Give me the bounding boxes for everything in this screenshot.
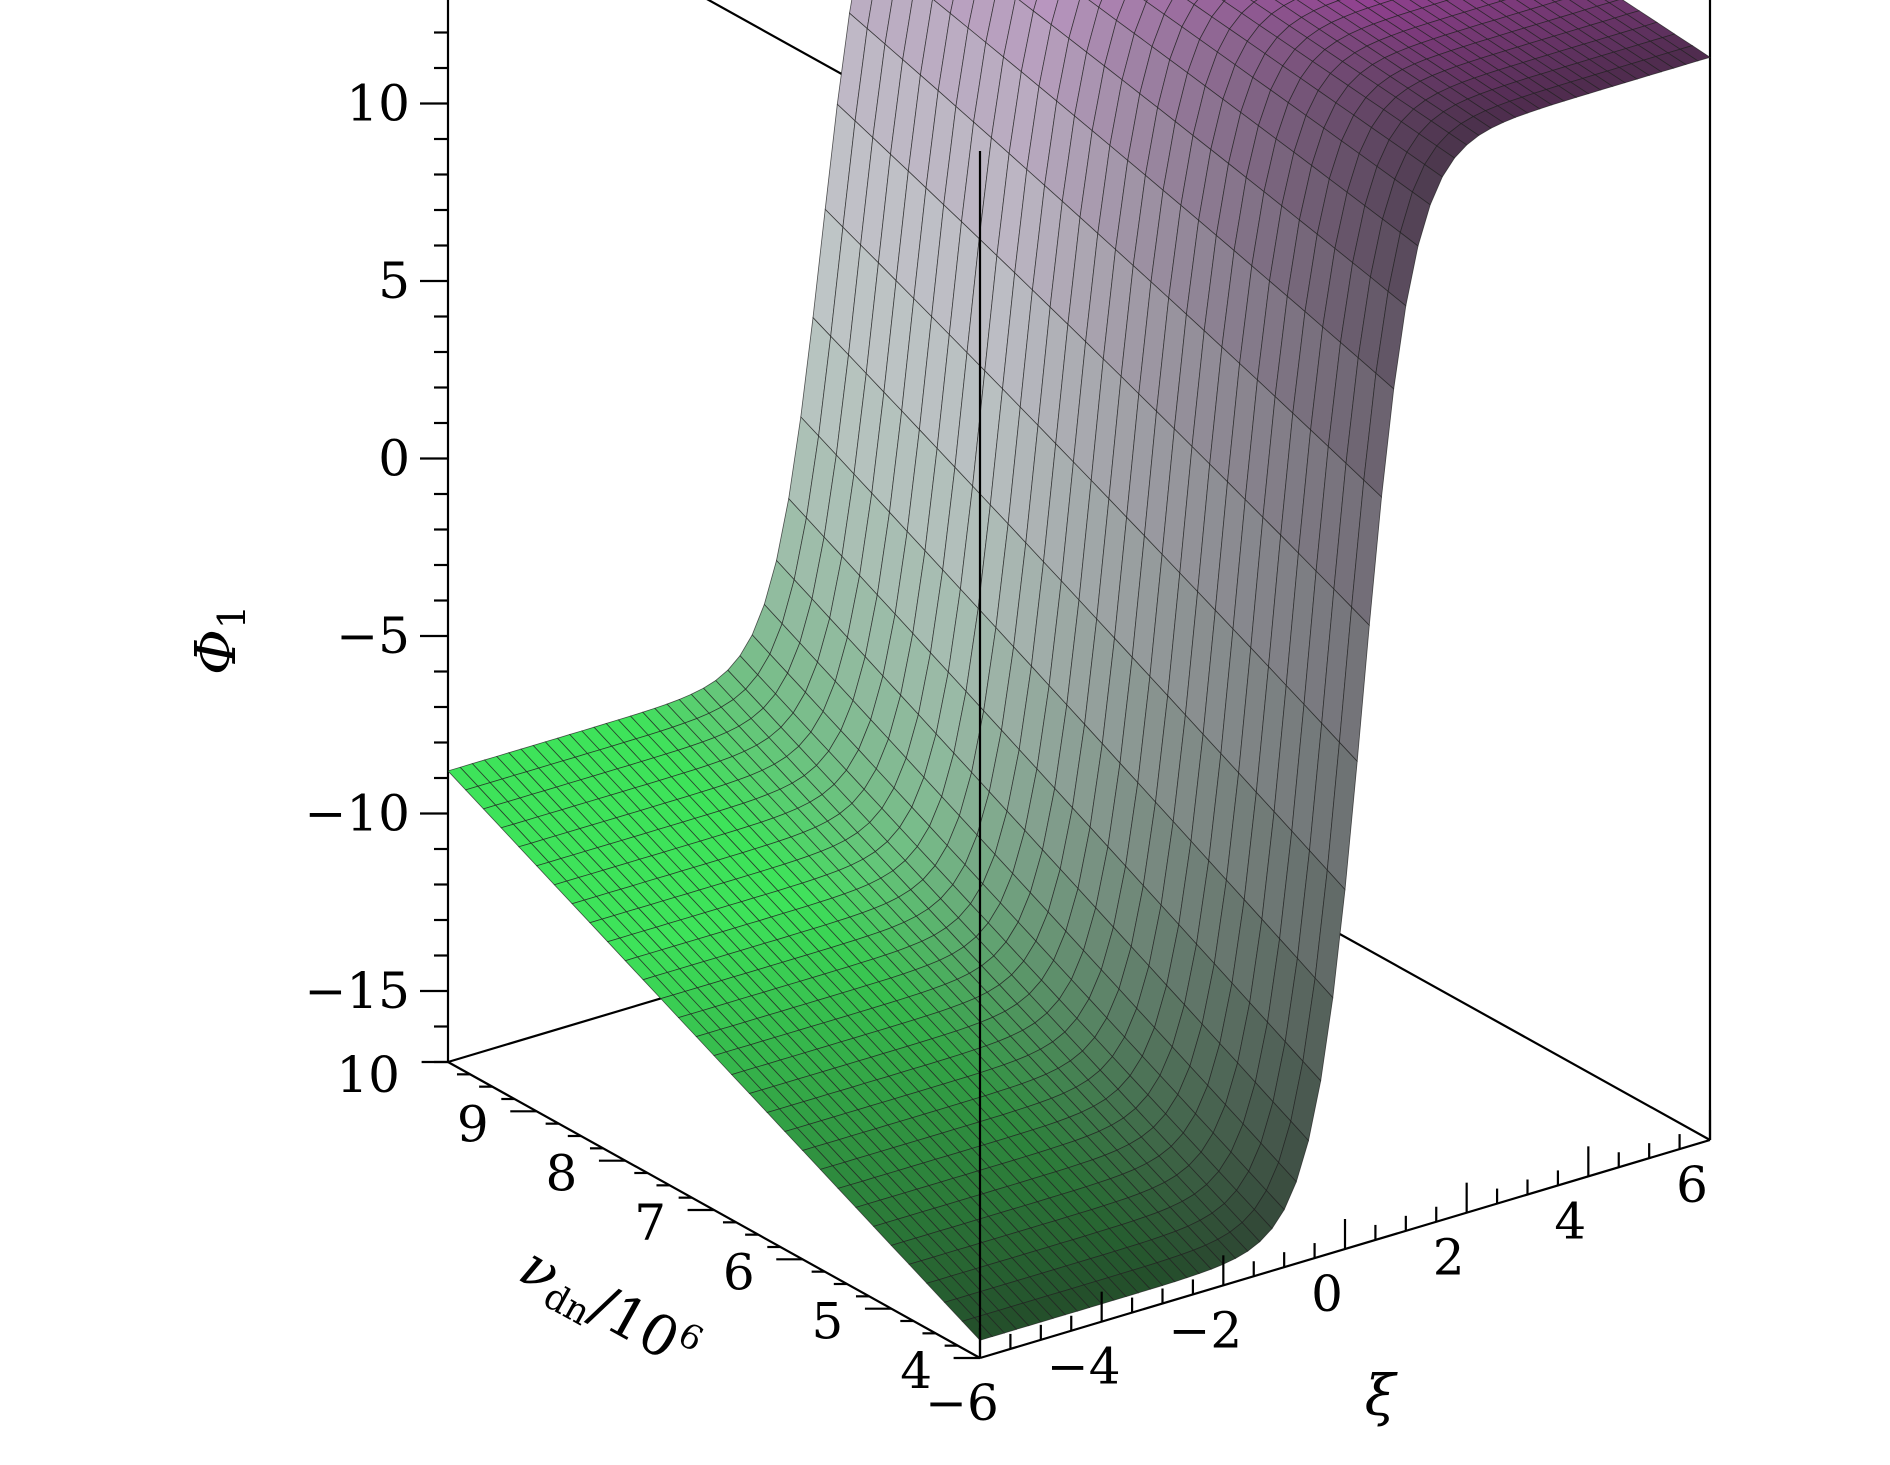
xi-tick-label: 4 xyxy=(1554,1192,1586,1250)
z-tick-label: 0 xyxy=(378,430,410,488)
nu-tick-label: 9 xyxy=(457,1095,489,1153)
surface-patch xyxy=(1250,0,1258,3)
z-tick-label: −10 xyxy=(304,785,410,843)
surface-patch xyxy=(961,1317,993,1341)
xi-tick-label: −6 xyxy=(925,1374,999,1432)
surface-patch xyxy=(1186,0,1199,6)
xi-tick-label: −4 xyxy=(1047,1338,1121,1396)
nu-tick-label: 10 xyxy=(336,1046,400,1104)
xi-tick-label: −2 xyxy=(1168,1301,1242,1359)
z-axis-title: Φ1 xyxy=(184,605,254,675)
nu-tick-label: 4 xyxy=(900,1342,932,1400)
nu-tick-label: 5 xyxy=(812,1293,844,1351)
surface-mesh xyxy=(447,0,1711,1341)
z-axis: −15−10−5051015 xyxy=(304,31,448,1064)
nu-tick-label: 8 xyxy=(546,1145,578,1203)
xi-axis-title: ξ xyxy=(1365,1364,1399,1429)
z-tick-label: −5 xyxy=(336,607,410,665)
xi-tick-label: 2 xyxy=(1433,1229,1465,1287)
nu-tick-label: 7 xyxy=(634,1194,666,1252)
nu-axis-title: νdn/106 xyxy=(507,1232,710,1388)
z-tick-label: 5 xyxy=(378,252,410,310)
nu-tick-label: 6 xyxy=(723,1243,755,1301)
z-tick-label: −15 xyxy=(304,962,410,1020)
xi-axis: −6 −4 −2 0 2 4 6 xyxy=(925,1110,1712,1432)
xi-tick-label: 0 xyxy=(1311,1265,1343,1323)
xi-tick-label: 6 xyxy=(1676,1156,1708,1214)
surface-patch xyxy=(1088,0,1103,8)
z-tick-label: 10 xyxy=(346,75,410,133)
